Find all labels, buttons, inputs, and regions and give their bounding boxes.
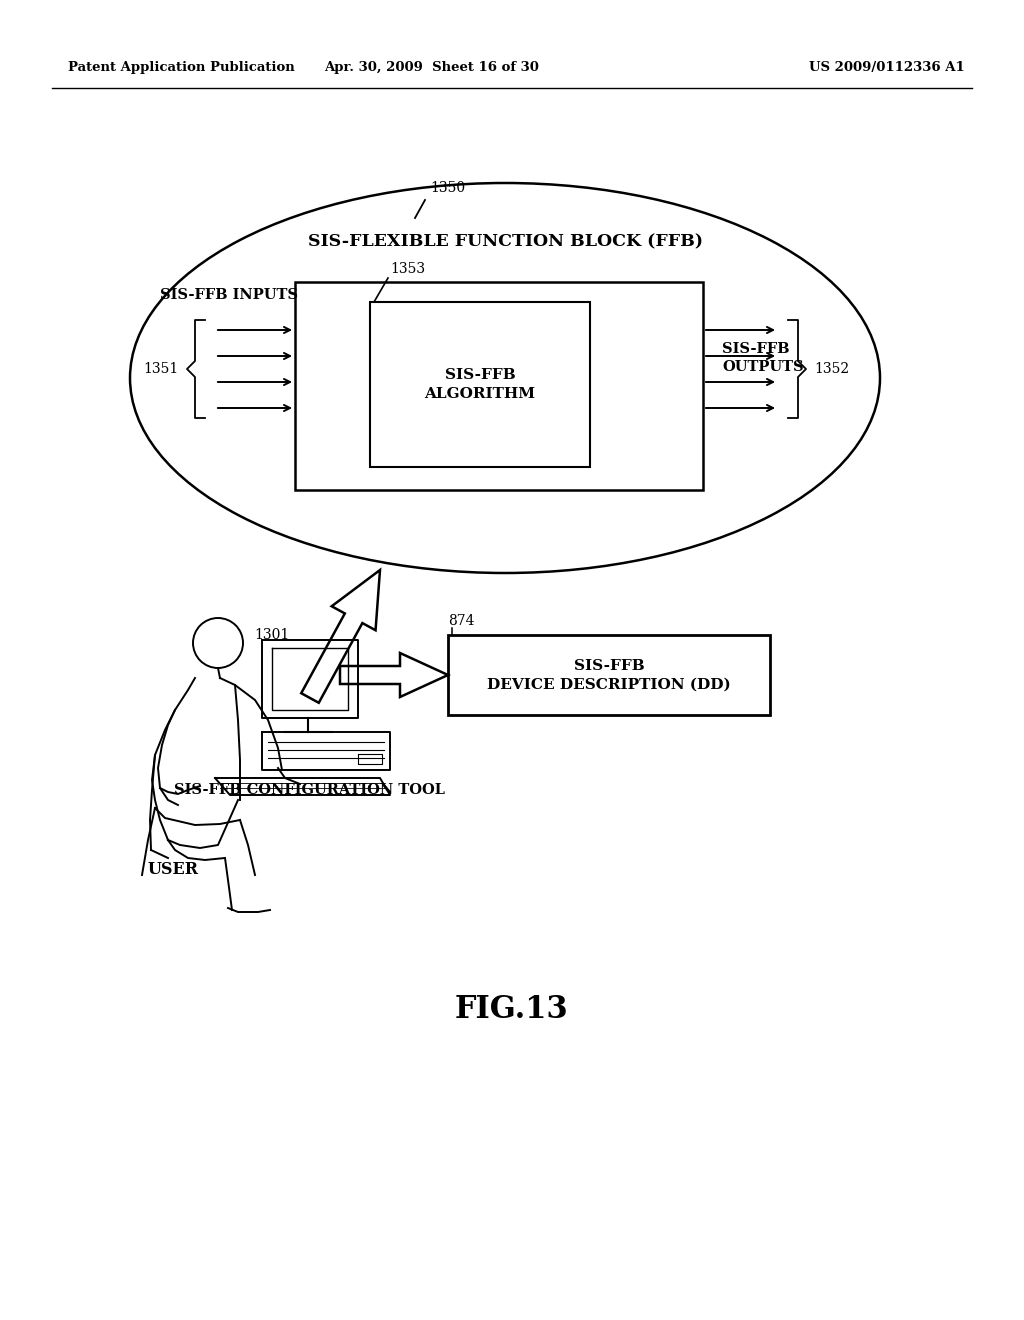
Text: Patent Application Publication: Patent Application Publication xyxy=(68,62,295,74)
Text: 1353: 1353 xyxy=(390,261,425,276)
Bar xyxy=(370,302,590,467)
Text: 874: 874 xyxy=(449,614,474,628)
Bar xyxy=(449,635,770,715)
Text: SIS-FFB
ALGORITHM: SIS-FFB ALGORITHM xyxy=(424,368,536,401)
Text: 1350: 1350 xyxy=(430,181,465,195)
Text: SIS-FFB INPUTS: SIS-FFB INPUTS xyxy=(160,288,298,302)
Text: SIS-FFB
DEVICE DESCRIPTION (DD): SIS-FFB DEVICE DESCRIPTION (DD) xyxy=(487,659,731,692)
Text: 1352: 1352 xyxy=(814,362,849,376)
Polygon shape xyxy=(301,570,380,702)
Text: USER: USER xyxy=(148,862,199,879)
Bar xyxy=(295,282,703,490)
Text: 1301: 1301 xyxy=(254,628,289,642)
Text: US 2009/0112336 A1: US 2009/0112336 A1 xyxy=(809,62,965,74)
Text: FIG.13: FIG.13 xyxy=(455,994,569,1026)
Polygon shape xyxy=(340,653,449,697)
Text: SIS-FLEXIBLE FUNCTION BLOCK (FFB): SIS-FLEXIBLE FUNCTION BLOCK (FFB) xyxy=(307,234,702,251)
Text: SIS-FFB CONFIGURATION TOOL: SIS-FFB CONFIGURATION TOOL xyxy=(174,783,445,797)
Text: SIS-FFB
OUTPUTS: SIS-FFB OUTPUTS xyxy=(722,342,804,374)
Text: 1351: 1351 xyxy=(143,362,179,376)
Text: Apr. 30, 2009  Sheet 16 of 30: Apr. 30, 2009 Sheet 16 of 30 xyxy=(325,62,540,74)
